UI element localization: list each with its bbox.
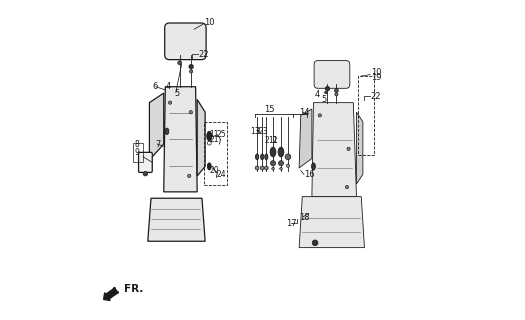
Text: FR.: FR. (124, 284, 143, 294)
Ellipse shape (207, 163, 211, 170)
Text: 2: 2 (265, 136, 269, 145)
Ellipse shape (265, 154, 268, 160)
Text: 23: 23 (259, 127, 269, 136)
Circle shape (280, 167, 282, 170)
Ellipse shape (278, 147, 284, 157)
Text: 25: 25 (217, 130, 227, 139)
Circle shape (270, 161, 276, 166)
Circle shape (312, 240, 318, 246)
Text: 4: 4 (315, 90, 320, 99)
Circle shape (178, 61, 182, 65)
Text: 12: 12 (269, 136, 278, 145)
Circle shape (345, 186, 349, 189)
Bar (204, 122, 227, 186)
Text: 5: 5 (174, 89, 179, 98)
Text: 17: 17 (286, 219, 297, 228)
Text: 6: 6 (153, 82, 158, 91)
Polygon shape (356, 112, 363, 184)
Circle shape (265, 166, 268, 170)
FancyArrow shape (103, 288, 118, 300)
Bar (358, 76, 374, 155)
Polygon shape (148, 198, 205, 241)
Circle shape (190, 70, 193, 73)
Circle shape (335, 93, 338, 96)
Text: 10: 10 (205, 19, 215, 28)
Text: 21: 21 (209, 135, 219, 144)
Text: 19: 19 (371, 73, 381, 82)
Circle shape (189, 64, 193, 69)
Text: 14: 14 (299, 108, 309, 117)
Text: 18: 18 (299, 213, 310, 222)
Circle shape (326, 86, 330, 91)
Polygon shape (312, 103, 356, 197)
Text: 15: 15 (265, 106, 275, 115)
Ellipse shape (270, 147, 276, 157)
Text: 1: 1 (272, 136, 277, 145)
FancyBboxPatch shape (139, 152, 152, 172)
Circle shape (324, 91, 327, 94)
Polygon shape (197, 100, 205, 176)
FancyBboxPatch shape (165, 23, 206, 60)
Ellipse shape (311, 163, 316, 170)
Text: 3: 3 (256, 127, 261, 136)
Text: 7: 7 (155, 140, 161, 148)
Text: 9: 9 (134, 148, 139, 156)
Polygon shape (150, 93, 164, 160)
Text: 4: 4 (165, 82, 171, 91)
Circle shape (285, 154, 291, 160)
Circle shape (169, 101, 172, 104)
Text: 20: 20 (209, 166, 219, 175)
Bar (133, 143, 143, 162)
Ellipse shape (260, 154, 264, 160)
Circle shape (347, 147, 350, 150)
Text: 13: 13 (250, 127, 260, 136)
Circle shape (334, 89, 338, 92)
Text: 10: 10 (371, 68, 381, 77)
Circle shape (189, 111, 192, 114)
Circle shape (143, 172, 148, 176)
Text: 8: 8 (134, 140, 139, 149)
Polygon shape (299, 197, 364, 248)
Ellipse shape (207, 131, 212, 141)
Text: 5: 5 (321, 95, 327, 104)
Circle shape (260, 166, 264, 170)
Text: 22: 22 (371, 92, 381, 101)
Circle shape (278, 161, 284, 166)
Text: 24: 24 (217, 171, 227, 180)
Ellipse shape (165, 128, 169, 134)
Circle shape (318, 114, 321, 117)
Text: 22: 22 (199, 50, 209, 59)
Ellipse shape (256, 154, 259, 160)
Polygon shape (299, 109, 312, 168)
Circle shape (272, 167, 274, 170)
Polygon shape (164, 87, 197, 192)
Circle shape (187, 174, 191, 178)
Text: 11: 11 (209, 130, 219, 139)
Text: 16: 16 (304, 171, 315, 180)
Circle shape (255, 166, 259, 170)
Circle shape (287, 164, 290, 167)
FancyBboxPatch shape (314, 60, 350, 88)
